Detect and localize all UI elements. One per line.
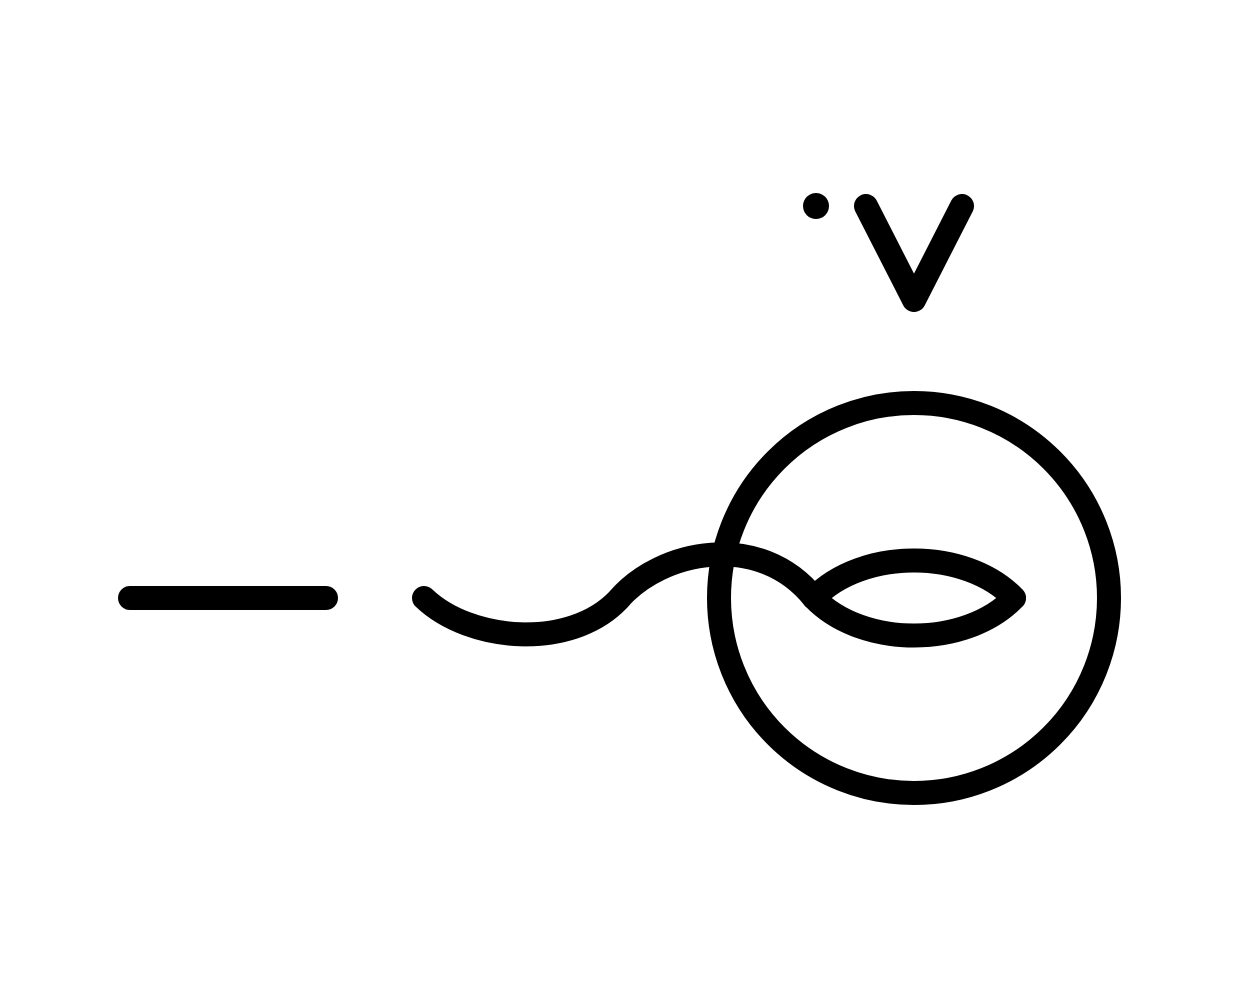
loop-upper-arc: [802, 548, 1026, 610]
wave-curve: [412, 542, 826, 647]
v-mark: [854, 194, 974, 312]
loop-lower-arc: [802, 586, 1026, 648]
dot-mark: [803, 193, 829, 219]
source-circle: [707, 391, 1121, 805]
